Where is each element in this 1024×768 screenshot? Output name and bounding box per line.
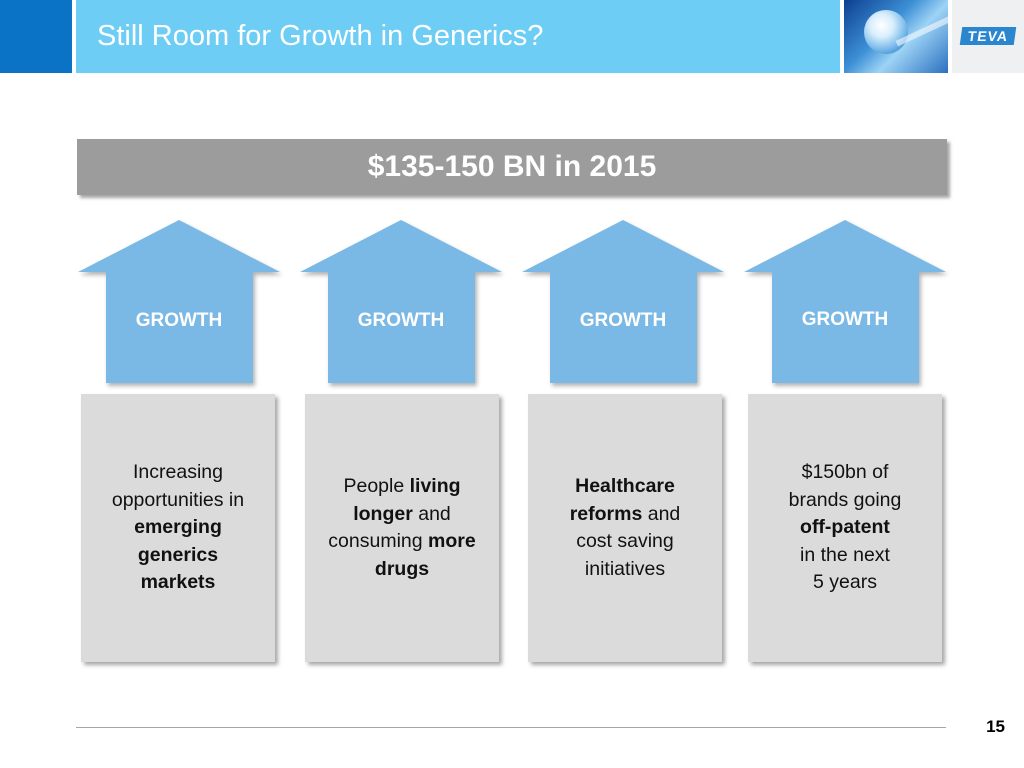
growth-arrow-2: GROWTH [298,219,504,385]
card-text: $150bn of brands going off-patent in the ne… [783,459,908,597]
up-arrow-icon [744,220,946,383]
card-text-emphasis: off-patent [800,516,890,539]
globe-icon [864,10,908,54]
card-text-emphasis: longer [353,502,413,525]
card-text-emphasis: emerging [134,516,222,539]
card-text-segment: consuming [328,530,429,552]
card-text-segment: initiatives [584,557,666,580]
card-text: Healthcare reforms and cost saving initiati… [564,473,687,583]
card-text-segment: People [343,475,410,497]
teva-logo: TEVA [959,27,1017,45]
card-text-emphasis: markets [140,571,216,594]
up-arrow-icon [522,220,724,383]
card-text-segment: opportunities in [111,488,245,511]
arrow-label: GROWTH [579,310,667,331]
logo-area: TEVA [952,0,1024,73]
arrow-label: GROWTH [135,310,223,331]
growth-arrow-1: GROWTH [76,219,282,385]
card-text-emphasis: Healthcare [575,475,675,497]
card-text-segment: 5 years [813,571,877,594]
growth-arrow-3: GROWTH [520,219,726,385]
driver-card-3: Healthcare reforms and cost saving initiati… [528,394,722,662]
growth-arrow-4: GROWTH [742,219,948,385]
card-text-segment: cost saving [576,530,674,552]
card-text-emphasis: drugs [374,557,430,580]
driver-card-4: $150bn of brands going off-patent in the ne… [748,394,942,662]
market-size-banner: $135-150 BN in 2015 [77,139,947,195]
card-text-segment: and [412,502,451,525]
header-band [76,0,840,73]
header-photo [844,0,948,73]
card-text: People living longer and consuming more dru… [322,473,481,583]
driver-card-1: Increasing opportunities in emerging generi… [81,394,275,662]
banner-text: $135-150 BN in 2015 [367,150,657,183]
card-text-segment: and [642,502,681,525]
arrow-label: GROWTH [357,310,445,331]
card-text-emphasis: living [409,475,461,497]
card-text-emphasis: generics [137,543,219,566]
card-text-segment: Increasing [133,461,223,484]
card-text-emphasis: more [428,530,476,552]
card-text-segment: brands going [788,488,902,511]
arrow-label: GROWTH [801,309,889,330]
header-accent-block [0,0,72,73]
page-number: 15 [986,717,1005,736]
up-arrow-icon [78,220,280,383]
card-text-segment: in the next [800,543,890,566]
card-text: Increasing opportunities in emerging generi… [106,459,250,597]
footer-divider [76,727,946,728]
slide-title: Still Room for Growth in Generics? [97,20,544,52]
up-arrow-icon [300,220,502,383]
card-text-emphasis: reforms [569,502,643,525]
card-text-segment: $150bn of [801,461,889,484]
driver-card-2: People living longer and consuming more dru… [305,394,499,662]
